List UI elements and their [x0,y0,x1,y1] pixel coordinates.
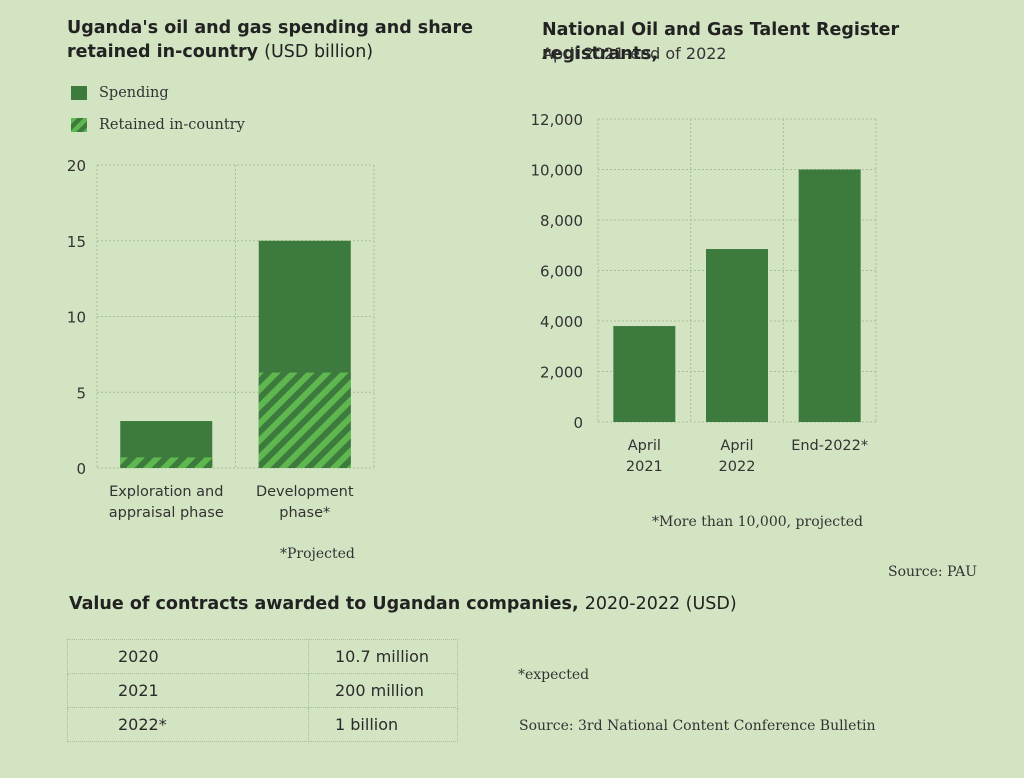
legend-label-retained: Retained in-country [99,117,245,133]
bar-registrants [798,169,861,422]
legend-item-retained: Retained in-country [71,117,245,133]
contracts-table-title: Value of contracts awarded to Ugandan co… [69,592,769,616]
bar-retained [258,372,351,468]
x-tick-label: Exploration and [109,484,223,500]
table-cell-year: 2020 [67,639,309,674]
spending-chart-title-text: Uganda's oil and gas spending and share … [67,18,473,62]
y-tick-label: 20 [67,157,86,175]
x-tick-label: 2021 [626,459,663,475]
y-tick-label: 5 [76,384,86,402]
table-cell-value: 200 million [308,673,458,708]
contracts-table-title-text: Value of contracts awarded to Ugandan co… [69,594,579,614]
y-tick-label: 10 [67,309,86,327]
table-row: 2020 10.7 million [67,639,458,674]
legend-swatch-spending [71,86,87,100]
table-row: 2022* 1 billion [67,707,458,742]
y-tick-label: 8,000 [540,212,583,230]
table-row: 2021 200 million [67,673,458,708]
bar-registrants [706,249,768,422]
bar-retained [120,457,213,468]
contracts-table-footnote: *expected [518,667,590,683]
x-tick-label: End-2022* [791,438,868,454]
x-tick-label: Development [256,484,354,500]
table-cell-value: 1 billion [308,707,458,742]
talent-chart: 0 2,000 4,000 6,000 8,000 10,000 12,000 April 20… [531,111,877,475]
y-tick-label: 0 [76,460,86,478]
contracts-table-title-unit: 2020-2022 (USD) [584,594,737,614]
spending-chart-footnote: *Projected [280,546,355,562]
contracts-table-source: Source: 3rd National Content Conference … [519,718,876,734]
y-tick-label: 2,000 [540,364,583,382]
y-tick-label: 12,000 [531,111,584,129]
legend-item-spending: Spending [71,85,169,101]
table-cell-year: 2022* [67,707,309,742]
x-tick-label: phase* [279,505,330,521]
x-tick-label: April [720,438,753,454]
talent-chart-title: National Oil and Gas Talent Register reg… [542,20,900,64]
spending-chart-title-unit: (USD billion) [264,42,374,62]
contracts-table: 2020 10.7 million 2021 200 million 2022*… [67,639,458,742]
table-cell-year: 2021 [67,673,309,708]
y-tick-label: 15 [67,233,86,251]
legend-label-spending: Spending [99,85,169,101]
spending-chart-title: Uganda's oil and gas spending and share … [67,16,487,64]
talent-chart-footnote: *More than 10,000, projected [652,514,863,530]
spending-chart: 0 5 10 15 20 Exploration and appraisal phase De… [67,157,375,521]
y-tick-label: 6,000 [540,263,583,281]
talent-chart-subtitle: April 2021-end of 2022 [542,44,727,63]
x-tick-label: April [628,438,661,454]
x-tick-label: appraisal phase [109,505,224,521]
y-tick-label: 10,000 [531,162,584,180]
y-tick-label: 0 [573,414,583,432]
legend-swatch-retained [71,118,87,132]
bar-registrants [613,326,676,422]
talent-chart-source: Source: PAU [888,564,978,580]
table-cell-value: 10.7 million [308,639,458,674]
x-tick-label: 2022 [719,459,756,475]
y-tick-label: 4,000 [540,313,583,331]
